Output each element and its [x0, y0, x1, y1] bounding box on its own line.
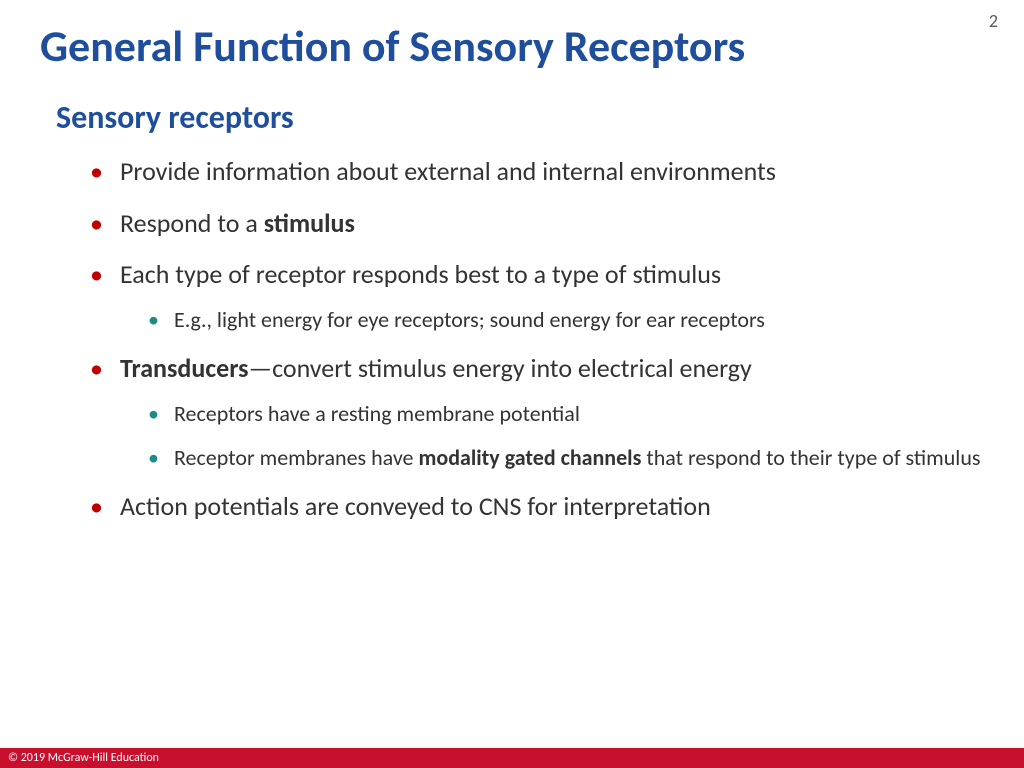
bullet-bold: Transducers	[120, 352, 249, 384]
bullet-item: Respond to a stimulus	[90, 207, 984, 240]
sub-bullet-text: E.g., light energy for eye receptors; so…	[174, 306, 765, 333]
bullet-text: Respond to a	[120, 207, 264, 239]
bullet-item: Action potentials are conveyed to CNS fo…	[90, 490, 984, 523]
sub-bullet-item: E.g., light energy for eye receptors; so…	[148, 305, 984, 334]
bullet-text: —convert stimulus energy into electrical…	[249, 352, 752, 384]
sub-bullet-text: Receptor membranes have	[174, 444, 418, 471]
bullet-item: Each type of receptor responds best to a…	[90, 258, 984, 334]
bullet-item: Transducers—convert stimulus energy into…	[90, 352, 984, 471]
sub-bullet-text: Receptors have a resting membrane potent…	[174, 400, 580, 427]
sub-bullet-item: Receptors have a resting membrane potent…	[148, 399, 984, 428]
slide: 2 General Function of Sensory Receptors …	[0, 0, 1024, 768]
bullet-text: Each type of receptor responds best to a…	[120, 258, 721, 290]
bullet-bold: stimulus	[264, 207, 355, 239]
slide-title: General Function of Sensory Receptors	[40, 22, 984, 70]
bullet-list: Provide information about external and i…	[90, 155, 984, 522]
bullet-text: Provide information about external and i…	[120, 155, 776, 187]
bullet-item: Provide information about external and i…	[90, 155, 984, 188]
sub-bullet-item: Receptor membranes have modality gated c…	[148, 443, 984, 472]
copyright-footer: © 2019 McGraw-Hill Education	[0, 748, 1024, 768]
sub-bullet-list: E.g., light energy for eye receptors; so…	[148, 305, 984, 334]
sub-bullet-text: that respond to their type of stimulus	[641, 444, 980, 471]
bullet-text: Action potentials are conveyed to CNS fo…	[120, 490, 711, 522]
sub-bullet-bold: modality gated channels	[418, 444, 641, 471]
page-number: 2	[989, 10, 998, 32]
sub-bullet-list: Receptors have a resting membrane potent…	[148, 399, 984, 471]
slide-subtitle: Sensory receptors	[56, 98, 984, 137]
